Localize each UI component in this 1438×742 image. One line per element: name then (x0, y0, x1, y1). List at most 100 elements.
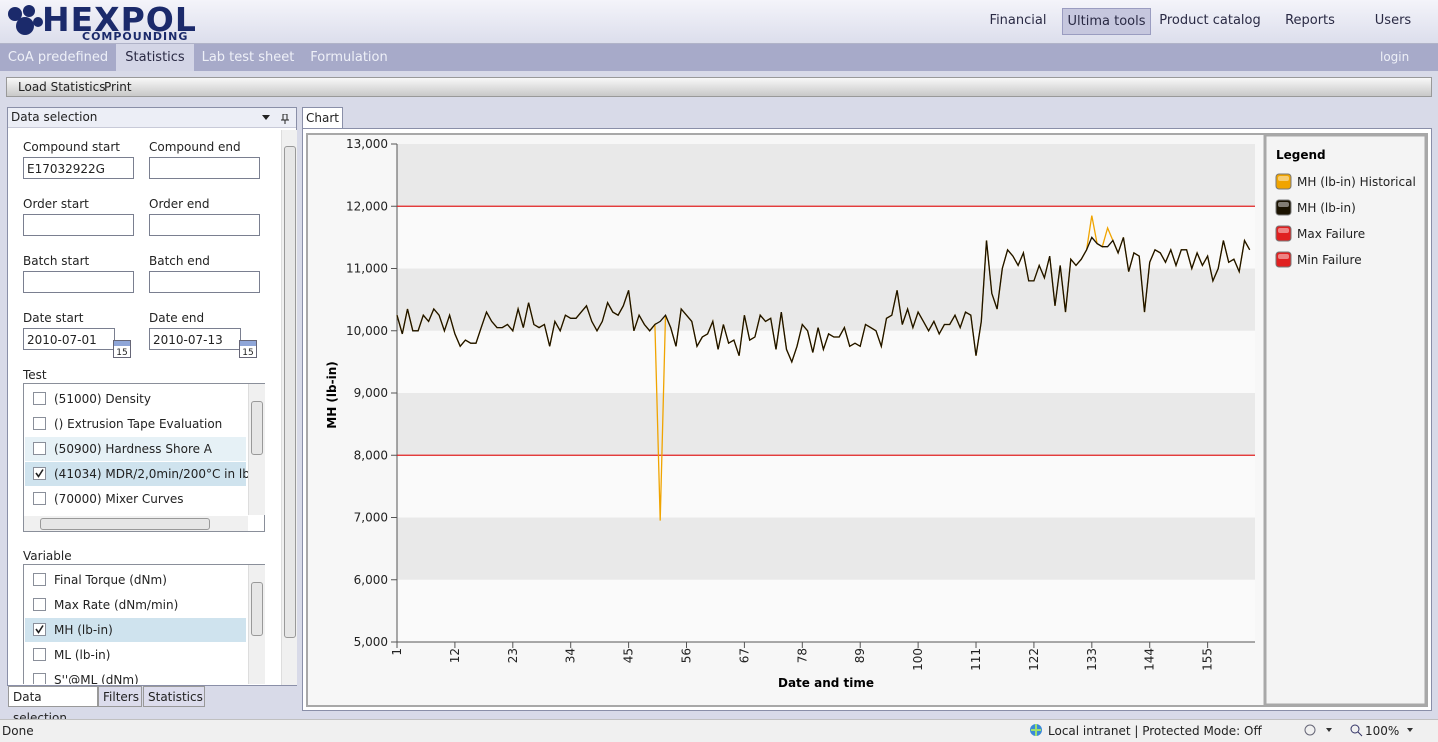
x-tick-label: 100 (911, 648, 925, 671)
text-input[interactable] (149, 214, 260, 236)
checkbox[interactable] (33, 442, 46, 455)
bottom-tab[interactable]: Filters (98, 686, 142, 707)
panel-title: Data selection (11, 110, 98, 124)
legend-swatch (1275, 225, 1292, 242)
zone-icon (1030, 724, 1042, 736)
checkbox[interactable] (33, 467, 46, 480)
list-item-text: Max Rate (dNm/min) (54, 598, 179, 612)
x-tick-label: 56 (680, 648, 694, 663)
header (0, 0, 1438, 44)
nav-item[interactable]: Product catalog (1159, 13, 1261, 28)
text-input[interactable] (23, 214, 134, 236)
checkbox[interactable] (33, 623, 46, 636)
list-row[interactable]: MH (lb-in) (25, 618, 246, 642)
nav-item[interactable]: Users (1374, 13, 1412, 28)
panel-scrollbar[interactable] (281, 130, 297, 685)
check-mark (35, 625, 44, 634)
legend-title: Legend (1276, 148, 1326, 162)
legend-swatch-shine (1278, 202, 1289, 207)
x-tick-label: 23 (506, 648, 520, 663)
list-row[interactable]: (51000) Density (25, 387, 246, 411)
chart: 5,000 6,000 7,000 8,000 9,000 10,000 11,000 12,… (306, 133, 1428, 707)
x-tick-label: 144 (1143, 648, 1157, 671)
nav-item[interactable]: Ultima tools (1062, 8, 1151, 35)
list-row[interactable]: Max Rate (dNm/min) (25, 593, 246, 617)
toolbar (6, 77, 1432, 97)
legend-swatch (1275, 173, 1292, 190)
list-row[interactable]: S''@ML (dNm) (25, 668, 246, 684)
list-row[interactable]: Final Torque (dNm) (25, 568, 246, 592)
grid-band (397, 517, 1255, 580)
checkbox[interactable] (33, 417, 46, 430)
checkbox[interactable] (33, 573, 46, 586)
panel-header (8, 108, 296, 128)
list-item-text: S''@ML (dNm) (54, 673, 139, 684)
list-item-text: (41034) MDR/2,0min/200°C in lb (54, 467, 250, 481)
text-input[interactable]: 2010-07-01 (23, 328, 115, 350)
list-item-text: (70000) Mixer Curves (54, 492, 184, 506)
grid-band (397, 393, 1255, 456)
list-item-text: () Extrusion Tape Evaluation (54, 417, 223, 431)
test-scrollbar[interactable] (248, 384, 265, 515)
text-input[interactable]: E17032922G (23, 157, 134, 179)
y-tick-label: 8,000 (354, 448, 388, 462)
x-tick-label: 67 (737, 648, 751, 663)
sub-nav-tab[interactable]: Lab test sheet (201, 50, 295, 65)
grid-band (397, 268, 1255, 331)
y-axis-label: MH (lb-in) (325, 361, 339, 428)
logo-icon (8, 5, 43, 35)
list-row[interactable]: () Extrusion Tape Evaluation (25, 412, 246, 436)
legend-box (1263, 135, 1426, 705)
variable-scrollbar[interactable] (248, 565, 265, 684)
bottom-tab[interactable]: Data selection (8, 686, 98, 725)
sub-nav-bar (0, 44, 1438, 71)
check-mark (35, 469, 44, 478)
legend-swatch-shine (1278, 254, 1289, 259)
list-item-text: ML (lb-in) (54, 648, 111, 662)
x-tick-label: 155 (1201, 648, 1215, 671)
field-label: Date start (23, 311, 84, 325)
sub-nav-tab[interactable]: Statistics (116, 44, 194, 71)
test-hscrollbar[interactable] (24, 516, 248, 531)
nav-item[interactable]: Financial (989, 13, 1047, 28)
text-input[interactable] (149, 271, 260, 293)
logo: HEXPOL (42, 0, 197, 39)
chart-tab[interactable]: Chart (302, 107, 343, 128)
scroll-thumb[interactable] (284, 146, 296, 638)
panel-controls[interactable] (262, 114, 292, 124)
x-tick-label: 34 (564, 648, 578, 663)
text-input[interactable] (23, 271, 134, 293)
checkbox[interactable] (33, 648, 46, 661)
y-tick-label: 13,000 (346, 137, 388, 151)
text-input[interactable] (149, 157, 260, 179)
y-tick-label: 7,000 (354, 511, 388, 525)
text-input[interactable]: 2010-07-13 (149, 328, 241, 350)
toolbar-button[interactable]: Print (104, 80, 132, 94)
legend-label: Min Failure (1297, 253, 1362, 267)
checkbox[interactable] (33, 392, 46, 405)
calendar-button[interactable]: 15 (239, 340, 257, 358)
checkbox[interactable] (33, 492, 46, 505)
list-item-text: MH (lb-in) (54, 623, 113, 637)
nav-item[interactable]: Reports (1285, 13, 1335, 28)
field-label: Date end (149, 311, 205, 325)
field-label: Compound end (149, 140, 241, 154)
login-link[interactable]: login (1380, 50, 1410, 64)
logo-sub: COMPOUNDING (82, 30, 189, 43)
list-row[interactable]: (50900) Hardness Shore A (25, 437, 246, 461)
sub-nav-tab[interactable]: CoA predefined (7, 50, 109, 65)
list-row[interactable]: ML (lb-in) (25, 643, 246, 667)
sub-nav-tab[interactable]: Formulation (310, 50, 388, 65)
test-label: Test (23, 368, 47, 382)
calendar-button[interactable]: 15 (113, 340, 131, 358)
x-tick-label: 89 (853, 648, 867, 663)
toolbar-button[interactable]: Load Statistics (18, 80, 106, 94)
zoom-text[interactable]: 100% (1365, 724, 1400, 738)
checkbox[interactable] (33, 673, 46, 684)
list-row[interactable]: (41034) MDR/2,0min/200°C in lb (25, 462, 250, 486)
checkbox[interactable] (33, 598, 46, 611)
status-icons (1304, 724, 1413, 737)
list-row[interactable]: (70000) Mixer Curves (25, 487, 246, 511)
bottom-tab[interactable]: Statistics (143, 686, 205, 707)
list-item-text: (50900) Hardness Shore A (54, 442, 213, 456)
